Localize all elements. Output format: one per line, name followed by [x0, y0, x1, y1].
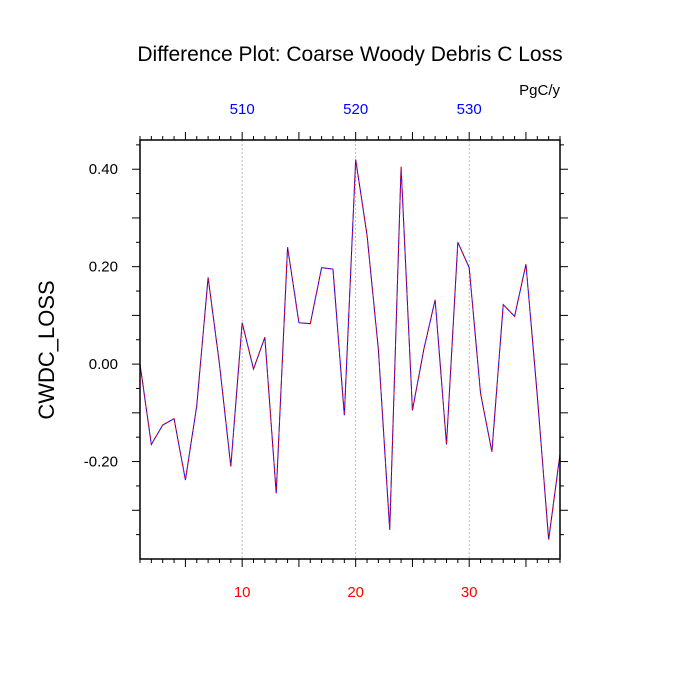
x-tick-label-bottom: 20 — [347, 584, 364, 601]
y-tick-label: 0.00 — [89, 356, 118, 373]
tick-marks — [132, 132, 568, 567]
x-tick-label-top: 510 — [230, 101, 255, 118]
y-tick-label: 0.40 — [89, 161, 118, 178]
series-line-overlay — [139, 159, 561, 540]
tick-labels: -0.20 0.00 0.20 0.40 10 20 30 510 520 530 — [84, 101, 482, 601]
y-axis-label: CWDC_LOSS — [34, 280, 59, 419]
units-label: PgC/y — [519, 82, 560, 99]
series-layer — [139, 159, 561, 540]
y-tick-label: 0.20 — [89, 259, 118, 276]
x-tick-label-top: 520 — [343, 101, 368, 118]
plot-frame — [139, 139, 561, 560]
grid-lines — [241, 140, 470, 559]
x-tick-label-top: 530 — [457, 101, 482, 118]
x-tick-label-bottom: 10 — [234, 584, 251, 601]
chart-title: Difference Plot: Coarse Woody Debris C L… — [137, 43, 562, 66]
series-line — [139, 159, 561, 540]
y-tick-label: -0.20 — [84, 454, 118, 471]
x-tick-label-bottom: 30 — [461, 584, 478, 601]
